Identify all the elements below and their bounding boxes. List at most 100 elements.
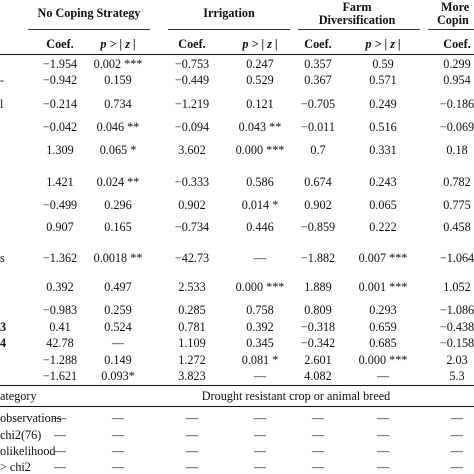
row-label: l	[0, 97, 4, 111]
table-cell: 0.345	[246, 336, 274, 350]
table-cell: 4.082	[304, 369, 332, 383]
table-cell: −0.333	[174, 175, 210, 189]
table-cell: 3.602	[178, 143, 206, 157]
table-cell: 0.659	[369, 320, 397, 334]
table-cell: 0.000 ***	[358, 353, 408, 367]
stats-cell: —	[253, 460, 267, 474]
table-cell: 0.121	[246, 97, 274, 111]
table-cell: −1.219	[174, 97, 210, 111]
table-cell: −1.954	[42, 57, 78, 71]
table-cell: 0.18	[446, 143, 468, 157]
subheader-coef-1: Coef.	[46, 37, 74, 51]
stats-label: > chi2	[0, 460, 31, 474]
table-cell: 0.243	[369, 175, 397, 189]
table-cell: −1.362	[42, 251, 78, 265]
group-rule-farm-div	[298, 29, 420, 30]
header-no-coping-strategy: No Coping Strategy	[37, 6, 141, 20]
table-cell: 0.299	[443, 57, 471, 71]
table-cell: −0.449	[174, 73, 210, 87]
table-cell: 0.024 **	[96, 175, 140, 189]
table-cell: 0.809	[304, 303, 332, 317]
base-category-value: Drought resistant crop or animal breed	[201, 389, 391, 403]
table-cell: 0.758	[246, 303, 274, 317]
stats-cell: —	[253, 411, 267, 425]
table-cell: 0.247	[246, 57, 274, 71]
table-cell: 0.446	[246, 220, 274, 234]
table-cell: 0.222	[369, 220, 397, 234]
table-cell: −0.438	[439, 320, 474, 334]
row-label: 3	[0, 320, 7, 334]
table-cell: −0.753	[174, 57, 210, 71]
table-cell: 0.902	[178, 198, 206, 212]
header-bottom-rule	[0, 54, 474, 55]
table-cell: 0.902	[304, 198, 332, 212]
stats-label: olikelihood	[0, 444, 56, 458]
subheader-p-2: p > | z |	[242, 37, 277, 51]
table-cell: 0.392	[246, 320, 274, 334]
group-rule-irrigation	[168, 29, 290, 30]
table-cell: 0.529	[246, 73, 274, 87]
table-cell: 0.081 *	[241, 353, 279, 367]
row-label: 4	[0, 336, 7, 350]
table-cell: 0.571	[369, 73, 397, 87]
stats-cell: —	[185, 444, 199, 458]
table-cell: 0.165	[104, 220, 132, 234]
table-cell: −0.186	[439, 97, 474, 111]
table-cell: 2.601	[304, 353, 332, 367]
table-cell: 1.309	[46, 143, 74, 157]
table-cell: 0.586	[246, 175, 274, 189]
stats-cell: —	[185, 428, 199, 442]
stats-cell: —	[111, 428, 125, 442]
stats-cell: —	[253, 428, 267, 442]
table-cell: −0.983	[42, 303, 78, 317]
table-cell: 0.357	[304, 57, 332, 71]
group-rule-no-coping	[28, 29, 150, 30]
table-cell: 0.367	[304, 73, 332, 87]
table-cell: 0.159	[104, 73, 132, 87]
table-cell: −0.499	[42, 198, 78, 212]
stats-cell: —	[53, 460, 67, 474]
table-cell: 0.782	[443, 175, 471, 189]
stats-cell: —	[450, 411, 464, 425]
table-cell: 0.41	[49, 320, 71, 334]
stats-cell: —	[376, 460, 390, 474]
table-cell: 0.043 **	[238, 120, 282, 134]
header-more-coping-line2: Copin	[437, 13, 469, 27]
table-cell: 0.259	[104, 303, 132, 317]
stats-cell: —	[311, 428, 325, 442]
table-cell: −1.882	[300, 251, 336, 265]
table-cell: 1.052	[443, 280, 471, 294]
table-cell: 0.524	[104, 320, 132, 334]
table-cell: −1.064	[439, 251, 474, 265]
stats-cell: —	[450, 460, 464, 474]
subheader-coef-3: Coef.	[304, 37, 332, 51]
table-cell: 0.685	[369, 336, 397, 350]
stats-label: observations	[0, 411, 62, 425]
table-cell: −42.73	[174, 251, 210, 265]
table-cell: 0.392	[46, 280, 74, 294]
table-cell: 0.775	[443, 198, 471, 212]
table-cell: 0.7	[310, 143, 326, 157]
table-cell: 0.458	[443, 220, 471, 234]
table-cell: 0.065 *	[99, 143, 137, 157]
stats-cell: —	[253, 444, 267, 458]
stats-label: chi2(76)	[0, 428, 42, 442]
table-cell: —	[376, 369, 390, 383]
table-cell: 1.889	[304, 280, 332, 294]
stats-cell: —	[450, 444, 464, 458]
table-cell: 1.421	[46, 175, 74, 189]
table-cell: −0.705	[300, 97, 336, 111]
table-cell: 0.954	[443, 73, 471, 87]
table-cell: −0.069	[439, 120, 474, 134]
table-cell: −0.342	[300, 336, 336, 350]
stats-cell: —	[311, 411, 325, 425]
table-cell: 0.002 ***	[93, 57, 143, 71]
table-cell: −0.158	[439, 336, 474, 350]
table-cell: 0.000 ***	[235, 280, 285, 294]
table-cell: −0.094	[174, 120, 210, 134]
table-cell: 0.331	[369, 143, 397, 157]
table-cell: 0.59	[372, 57, 394, 71]
stats-cell: —	[311, 460, 325, 474]
stats-cell: —	[111, 460, 125, 474]
table-cell: —	[111, 336, 125, 350]
